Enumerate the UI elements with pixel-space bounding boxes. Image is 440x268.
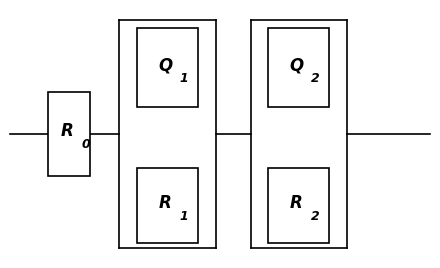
Bar [48,92,90,176]
Text: Q: Q [290,56,304,74]
Text: 0: 0 [81,138,90,151]
Text: 1: 1 [180,72,188,85]
Bar [137,169,198,243]
Text: R: R [61,122,73,140]
Text: R: R [159,194,172,212]
Bar [268,169,329,243]
Bar [268,28,329,107]
Text: 2: 2 [311,210,320,223]
Bar [137,28,198,107]
Text: R: R [290,194,303,212]
Text: Q: Q [158,56,172,74]
Text: 1: 1 [180,210,188,223]
Text: 2: 2 [311,72,320,85]
